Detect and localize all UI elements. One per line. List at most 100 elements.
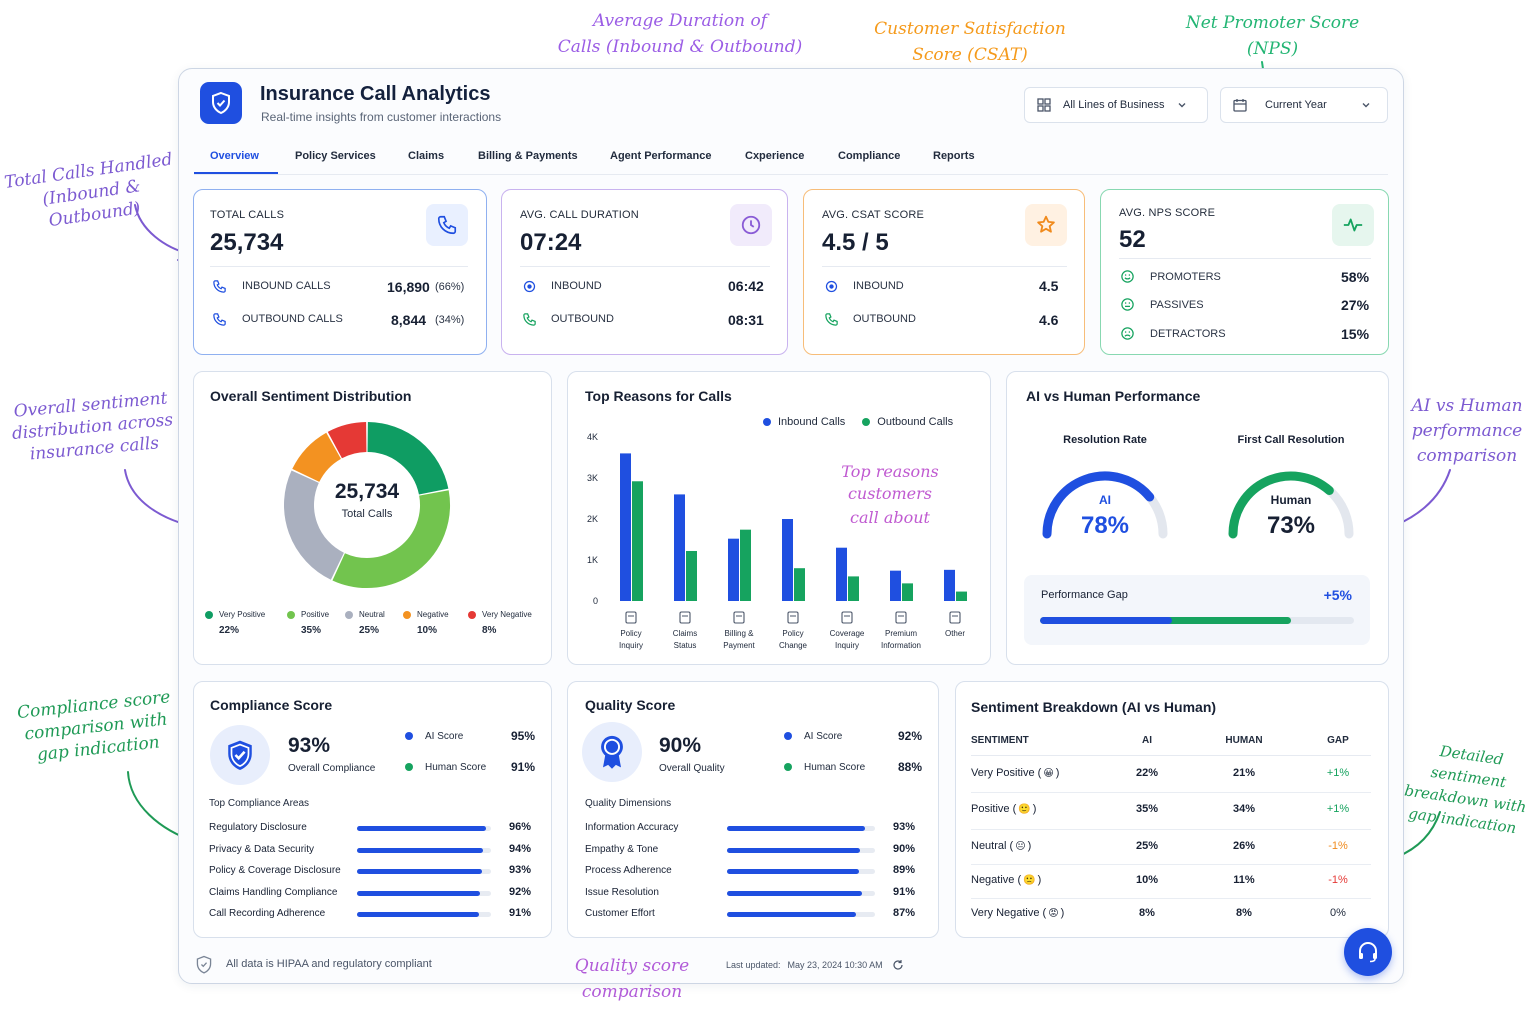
legend-value: 25% bbox=[359, 625, 380, 636]
status-icon bbox=[679, 611, 691, 624]
period-filter-dropdown[interactable]: Current Year bbox=[1220, 87, 1388, 123]
bar-inbound-5[interactable] bbox=[890, 570, 901, 601]
gap-value: -1% bbox=[1328, 874, 1348, 886]
annotation-line: AI vs Human bbox=[1411, 396, 1523, 416]
table-row: Negative (🙁) 10% 11% -1% bbox=[971, 872, 1371, 899]
ai-vs-human-title: AI vs Human Performance bbox=[1026, 388, 1201, 404]
sentiment-card bbox=[193, 371, 552, 665]
refresh-icon[interactable] bbox=[892, 959, 904, 971]
sentiment-emoji-icon: 😀 bbox=[1043, 767, 1054, 779]
donut-slice-positive[interactable] bbox=[332, 490, 450, 588]
annotation-line: comparison bbox=[1416, 446, 1518, 466]
support-chat-button[interactable] bbox=[1344, 928, 1392, 976]
sentiment-label: Neutral ( bbox=[971, 840, 1014, 852]
legend-value: 8% bbox=[482, 625, 497, 636]
gauge-2-value: 73% bbox=[1266, 512, 1316, 539]
tab-billing-payments[interactable]: Billing & Payments bbox=[478, 150, 578, 162]
compliance-value: 93% bbox=[288, 734, 331, 757]
bar-outbound-1[interactable] bbox=[686, 550, 697, 601]
progress-row: Call Recording Adherence 91% bbox=[209, 906, 535, 922]
human-value: 26% bbox=[1232, 840, 1256, 852]
compliance-areas-list: Regulatory Disclosure 96% Privacy & Data S… bbox=[209, 820, 535, 930]
bar-inbound-0[interactable] bbox=[620, 453, 631, 601]
inbound-calls-value: 16,890 bbox=[387, 279, 430, 295]
outbound-call-icon bbox=[213, 313, 226, 326]
performance-gap-bar bbox=[1040, 617, 1354, 624]
performance-gap-value: +5% bbox=[1323, 587, 1352, 603]
category-label: Policy bbox=[620, 629, 641, 638]
tab-policy-services[interactable]: Policy Services bbox=[295, 150, 376, 162]
tab-claims[interactable]: Claims bbox=[408, 150, 445, 162]
bar-inbound-3[interactable] bbox=[782, 519, 793, 601]
bar-outbound-6[interactable] bbox=[956, 591, 967, 601]
page-subtitle: Real-time insights from customer interac… bbox=[261, 110, 502, 124]
grid-icon bbox=[1037, 98, 1051, 112]
sentiment-label: Very Negative ( bbox=[971, 907, 1047, 919]
annotation-line: Average Duration of bbox=[592, 11, 768, 31]
row-divider bbox=[971, 828, 1371, 830]
bar-outbound-3[interactable] bbox=[794, 568, 805, 601]
progress-value: 92% bbox=[509, 885, 532, 898]
inbound-headset-icon bbox=[825, 280, 838, 293]
progress-track bbox=[727, 890, 875, 896]
compliance-ai-label: AI Score bbox=[425, 730, 464, 742]
quality-ai-label: AI Score bbox=[804, 730, 843, 742]
progress-track bbox=[357, 890, 491, 896]
bar-outbound-2[interactable] bbox=[740, 529, 751, 601]
col-header-sentiment: SENTIMENT bbox=[971, 735, 1029, 746]
donut-center-value: 25,734 bbox=[334, 480, 400, 503]
bar-outbound-0[interactable] bbox=[632, 481, 643, 601]
category-label: Status bbox=[674, 641, 697, 650]
progress-track bbox=[727, 847, 875, 853]
progress-value: 90% bbox=[893, 842, 916, 855]
progress-track bbox=[727, 826, 875, 831]
tab-agent-performance[interactable]: Agent Performance bbox=[610, 150, 712, 162]
award-icon bbox=[601, 735, 623, 769]
ai-value: 22% bbox=[1135, 767, 1159, 779]
reasons-legend: Inbound Calls Outbound Calls bbox=[763, 416, 953, 428]
tab-reports[interactable]: Reports bbox=[933, 150, 975, 162]
kpi-icon-box bbox=[1332, 204, 1374, 246]
bar-inbound-1[interactable] bbox=[674, 494, 685, 601]
tab-cxperience[interactable]: Cxperience bbox=[745, 150, 805, 162]
donut-slice-very-negative[interactable] bbox=[327, 422, 368, 459]
col-header-gap: GAP bbox=[1327, 735, 1349, 746]
legend-dot bbox=[345, 610, 353, 619]
donut-slice-neutral[interactable] bbox=[284, 470, 345, 580]
tab-overview[interactable]: Overview bbox=[210, 150, 259, 162]
business-filter-dropdown[interactable]: All Lines of Business bbox=[1024, 87, 1208, 123]
premium-icon bbox=[895, 611, 907, 624]
bar-outbound-4[interactable] bbox=[848, 576, 859, 601]
table-row: Neutral (😐) 25% 26% -1% bbox=[971, 838, 1371, 865]
category-label: Other bbox=[945, 629, 965, 638]
bar-inbound-6[interactable] bbox=[944, 569, 955, 601]
annotation-line: Top reasons customers bbox=[841, 462, 939, 503]
bar-outbound-5[interactable] bbox=[902, 583, 913, 601]
donut-slice-very-positive[interactable] bbox=[366, 422, 449, 496]
col-header-human: HUMAN bbox=[1225, 735, 1263, 746]
gauge-1-title: Resolution Rate bbox=[1063, 434, 1147, 446]
compliance-areas-title: Top Compliance Areas bbox=[209, 798, 310, 809]
annotation-ai-vs-human: AI vs Human performance comparison bbox=[1402, 395, 1532, 467]
donut-slice-negative[interactable] bbox=[292, 432, 342, 483]
sentiment-donut-chart bbox=[284, 422, 450, 588]
sentiment-title: Overall Sentiment Distribution bbox=[210, 388, 412, 404]
table-header-divider bbox=[971, 755, 1371, 756]
annotation-avg-duration: Average Duration of Calls (Inbound & Out… bbox=[555, 10, 805, 58]
outbound-calls-value: 8,844 bbox=[391, 312, 427, 328]
tab-compliance[interactable]: Compliance bbox=[838, 150, 901, 162]
progress-label: Information Accuracy bbox=[585, 822, 679, 833]
category-label: Change bbox=[779, 641, 808, 650]
category-label: Claims bbox=[673, 629, 697, 638]
duration-outbound-value: 08:31 bbox=[728, 312, 764, 328]
gauge-1-label: AI bbox=[1099, 493, 1111, 507]
category-label: Payment bbox=[723, 641, 755, 650]
bar-inbound-2[interactable] bbox=[728, 538, 739, 601]
bar-inbound-4[interactable] bbox=[836, 547, 847, 601]
reasons-bar-chart: 0 1K 2K 3K 4K Policy Inquiry Claims Status Billin… bbox=[587, 432, 967, 650]
gap-value: +1% bbox=[1326, 767, 1350, 779]
legend-item-very-positive: Very Positive 22% bbox=[205, 610, 265, 636]
annotation-nps: Net Promoter Score (NPS) bbox=[1170, 12, 1375, 60]
clock-icon bbox=[741, 215, 761, 235]
human-dot bbox=[405, 763, 413, 771]
